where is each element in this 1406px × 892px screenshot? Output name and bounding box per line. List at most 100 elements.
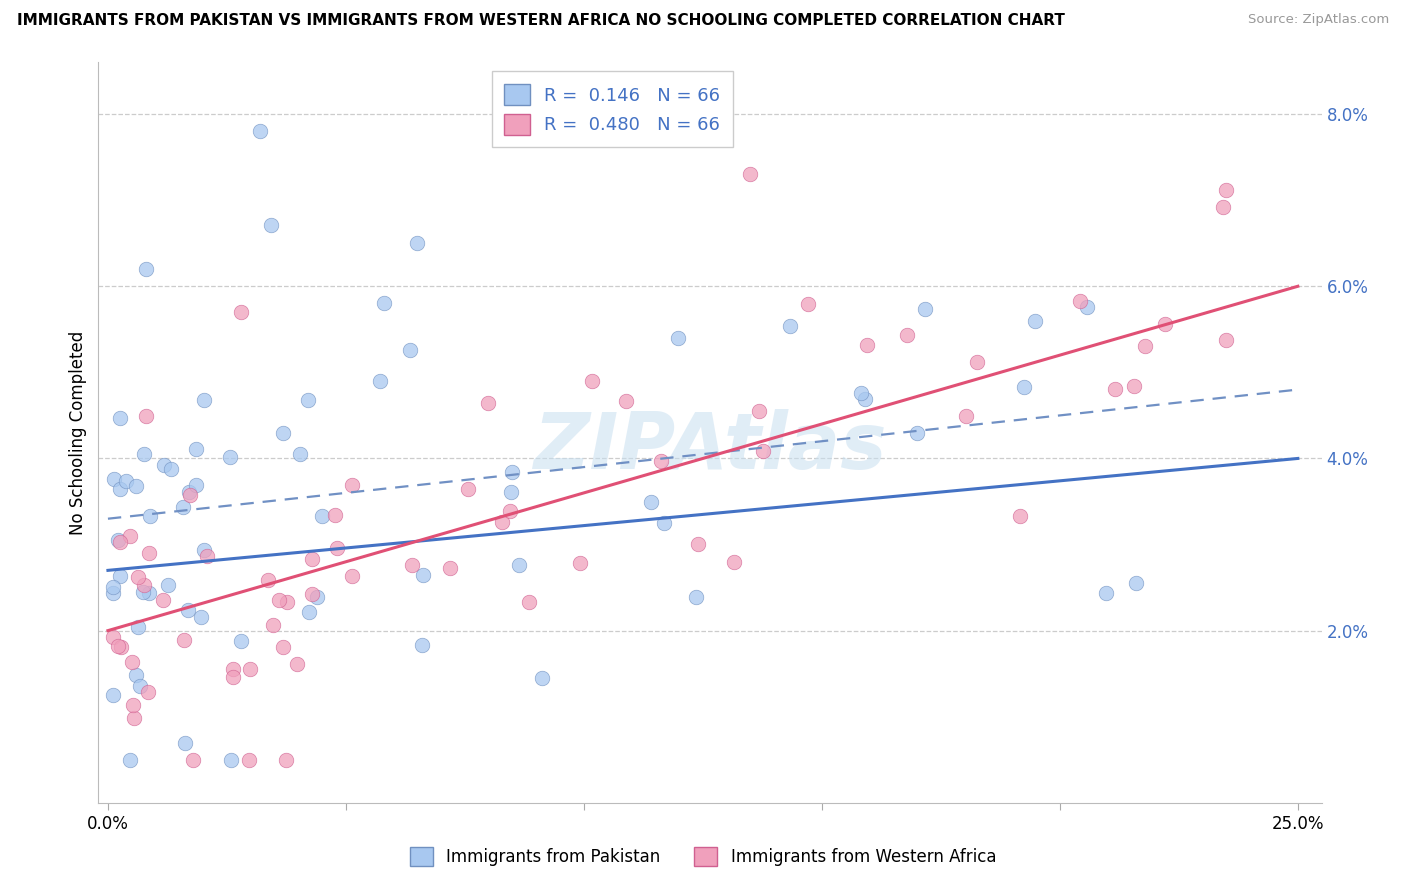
Point — [1154, 317, 1177, 331]
Point — [186, 477, 208, 491]
Point — [138, 546, 160, 560]
Point — [307, 590, 329, 604]
Point — [273, 640, 295, 655]
Point — [260, 218, 283, 232]
Point — [499, 504, 522, 518]
Point — [269, 592, 291, 607]
Point — [342, 478, 364, 492]
Point — [136, 685, 159, 699]
Legend: R =  0.146   N = 66, R =  0.480   N = 66: R = 0.146 N = 66, R = 0.480 N = 66 — [492, 71, 733, 147]
Point — [222, 662, 245, 676]
Point — [853, 392, 876, 407]
Point — [373, 296, 395, 310]
Point — [297, 392, 319, 407]
Point — [285, 657, 308, 672]
Point — [218, 450, 240, 464]
Point — [298, 605, 321, 619]
Point — [262, 617, 284, 632]
Point — [517, 595, 540, 609]
Point — [1008, 509, 1031, 524]
Point — [966, 355, 988, 369]
Point — [135, 409, 157, 423]
Point — [190, 610, 212, 624]
Point — [135, 262, 157, 277]
Y-axis label: No Schooling Completed: No Schooling Completed — [69, 331, 87, 534]
Point — [779, 319, 801, 334]
Point — [1212, 200, 1234, 214]
Point — [249, 124, 271, 138]
Point — [1076, 300, 1098, 314]
Point — [118, 753, 141, 767]
Point — [101, 689, 124, 703]
Point — [905, 426, 928, 441]
Point — [650, 454, 672, 468]
Point — [955, 409, 977, 424]
Point — [101, 585, 124, 599]
Point — [1069, 294, 1091, 309]
Point — [181, 753, 204, 767]
Point — [173, 633, 195, 648]
Point — [581, 374, 603, 388]
Point — [127, 570, 149, 584]
Point — [108, 410, 131, 425]
Point — [1012, 380, 1035, 394]
Point — [239, 662, 262, 676]
Point — [125, 479, 148, 493]
Point — [172, 500, 194, 514]
Point — [229, 634, 252, 648]
Point — [176, 603, 198, 617]
Point — [193, 393, 215, 408]
Point — [301, 552, 323, 566]
Point — [323, 508, 346, 523]
Point — [752, 444, 775, 458]
Point — [138, 585, 160, 599]
Point — [271, 425, 294, 440]
Point — [127, 620, 149, 634]
Point — [896, 328, 918, 343]
Point — [640, 495, 662, 509]
Point — [128, 679, 150, 693]
Point — [103, 630, 125, 644]
Point — [179, 488, 201, 502]
Point — [508, 558, 530, 573]
Point — [368, 374, 391, 388]
Point — [740, 167, 762, 181]
Point — [153, 458, 176, 472]
Point — [501, 465, 523, 479]
Point — [1095, 586, 1118, 600]
Point — [288, 446, 311, 460]
Point — [257, 574, 280, 588]
Point — [121, 655, 143, 669]
Point — [131, 584, 153, 599]
Point — [160, 462, 183, 476]
Point — [748, 404, 770, 418]
Point — [222, 670, 245, 684]
Point — [325, 541, 347, 556]
Point — [110, 535, 132, 549]
Text: ZIPAtlas: ZIPAtlas — [533, 409, 887, 485]
Point — [652, 516, 675, 530]
Point — [118, 529, 141, 543]
Point — [439, 561, 461, 575]
Point — [1104, 382, 1126, 396]
Point — [411, 639, 433, 653]
Point — [531, 671, 554, 685]
Point — [101, 580, 124, 594]
Point — [849, 386, 872, 401]
Point — [121, 698, 143, 713]
Point — [1215, 333, 1237, 347]
Point — [856, 338, 879, 352]
Point — [238, 753, 260, 767]
Point — [1024, 313, 1046, 327]
Point — [107, 639, 129, 653]
Point — [110, 640, 132, 654]
Point — [276, 753, 298, 767]
Point — [156, 577, 179, 591]
Point — [1215, 183, 1237, 197]
Point — [614, 394, 637, 409]
Point — [231, 305, 253, 319]
Point — [914, 302, 936, 317]
Point — [499, 485, 522, 500]
Point — [195, 549, 218, 564]
Point — [193, 542, 215, 557]
